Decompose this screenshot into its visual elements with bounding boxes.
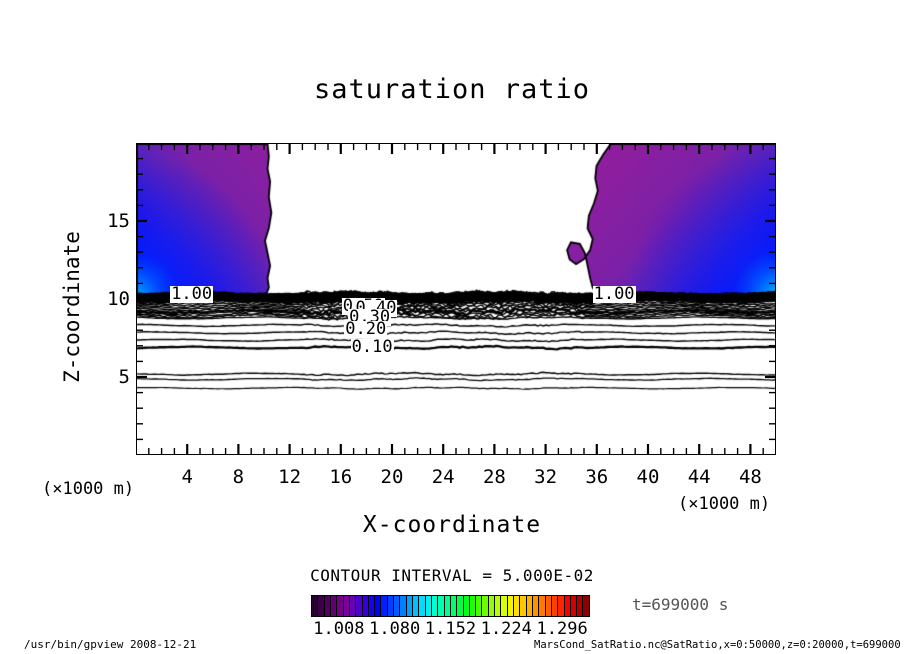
x-tick-label: 8 (232, 466, 245, 488)
colorbar-cell-29 (495, 596, 502, 616)
y-tick-label: 15 (107, 210, 130, 232)
colorbar-cell-39 (558, 596, 565, 616)
contour-level-label: 1.00 (170, 283, 214, 304)
colorbar-cell-9 (368, 596, 376, 616)
colorbar-cell-16 (413, 596, 420, 616)
colorbar-cell-37 (545, 596, 552, 616)
page-title: saturation ratio (313, 74, 591, 105)
colorbar-cell-32 (514, 596, 521, 616)
colorbar (311, 595, 590, 617)
x-axis-tick-labels: 4 8 12 16 20 24 28 32 36 40 44 48 (136, 466, 776, 490)
colorbar-cell-25 (469, 596, 477, 616)
footer-command-label: /usr/bin/gpview 2008-12-21 (24, 638, 197, 651)
x-tick-label: 4 (181, 466, 193, 488)
colorbar-cell-21 (444, 596, 451, 616)
colorbar-cell-23 (457, 596, 464, 616)
contour-level-label: 1.00 (592, 283, 636, 304)
colorbar-cell-26 (476, 596, 483, 616)
colorbar-tick-labels: 1.008 1.080 1.152 1.224 1.296 (290, 619, 610, 641)
colorbar-cell-35 (532, 596, 540, 616)
x-axis-unit-left: (×1000 m) (42, 479, 135, 499)
colorbar-cell-30 (501, 596, 508, 616)
x-tick-label: 16 (329, 466, 353, 488)
x-axis-unit-right: (×1000 m) (678, 494, 771, 514)
colorbar-cell-3 (330, 596, 338, 616)
colorbar-cell-19 (431, 596, 439, 616)
colorbar-cell-41 (570, 596, 578, 616)
x-tick-label: 32 (534, 466, 558, 488)
y-tick-label: 10 (107, 288, 130, 310)
colorbar-cell-24 (463, 596, 470, 616)
colorbar-cell-18 (425, 596, 432, 616)
x-tick-label: 48 (738, 466, 762, 488)
colorbar-cell-12 (387, 596, 395, 616)
colorbar-cell-4 (337, 596, 344, 616)
colorbar-tick-label: 1.152 (424, 619, 477, 639)
colorbar-cell-15 (406, 596, 413, 616)
y-axis-title: Z-coordinate (60, 231, 84, 383)
contour-interval-label: CONTOUR INTERVAL = 5.000E-02 (310, 566, 594, 585)
colorbar-cell-17 (419, 596, 426, 616)
colorbar-cell-13 (394, 596, 401, 616)
contour-level-label: 0.20 (344, 319, 388, 340)
colorbar-tick-label: 1.008 (313, 619, 365, 639)
colorbar-cell-6 (349, 596, 357, 616)
colorbar-cell-28 (488, 596, 496, 616)
y-axis-tick-labels: 5 10 15 (90, 143, 130, 455)
colorbar-cell-14 (400, 596, 407, 616)
colorbar-tick-label: 1.224 (480, 619, 532, 639)
contour-level-label: 0.10 (350, 336, 394, 357)
colorbar-cell-42 (577, 596, 584, 616)
colorbar-cell-1 (318, 596, 325, 616)
colorbar-cell-0 (312, 596, 319, 616)
colorbar-cell-43 (583, 596, 589, 616)
colorbar-tick-label: 1.296 (536, 619, 588, 639)
x-tick-label: 28 (482, 466, 506, 488)
x-tick-label: 40 (636, 466, 660, 488)
colorbar-cell-20 (438, 596, 445, 616)
colorbar-cell-34 (526, 596, 533, 616)
colorbar-cell-5 (343, 596, 350, 616)
x-tick-label: 24 (431, 466, 455, 488)
colorbar-cell-8 (362, 596, 369, 616)
colorbar-cell-22 (450, 596, 458, 616)
colorbar-cell-2 (324, 596, 331, 616)
x-tick-label: 20 (380, 466, 404, 488)
colorbar-cell-31 (507, 596, 514, 616)
contour-plot-area: 1.001.000.500.400.300.200.10 (136, 143, 776, 455)
colorbar-cell-40 (564, 596, 571, 616)
x-tick-label: 12 (278, 466, 302, 488)
contour-field-canvas (137, 144, 775, 454)
colorbar-cell-33 (520, 596, 527, 616)
colorbar-cell-38 (551, 596, 559, 616)
colorbar-cell-36 (539, 596, 546, 616)
x-axis-title: X-coordinate (362, 512, 542, 538)
colorbar-cell-11 (381, 596, 388, 616)
colorbar-cell-7 (356, 596, 363, 616)
colorbar-cell-10 (375, 596, 382, 616)
x-tick-label: 36 (585, 466, 609, 488)
colorbar-cell-27 (482, 596, 489, 616)
colorbar-tick-label: 1.080 (369, 619, 421, 639)
time-label: t=699000 s (632, 595, 729, 614)
x-tick-label: 44 (687, 466, 711, 488)
y-tick-label: 5 (118, 366, 130, 388)
footer-dataset-label: MarsCond_SatRatio.nc@SatRatio,x=0:50000,… (534, 639, 901, 651)
